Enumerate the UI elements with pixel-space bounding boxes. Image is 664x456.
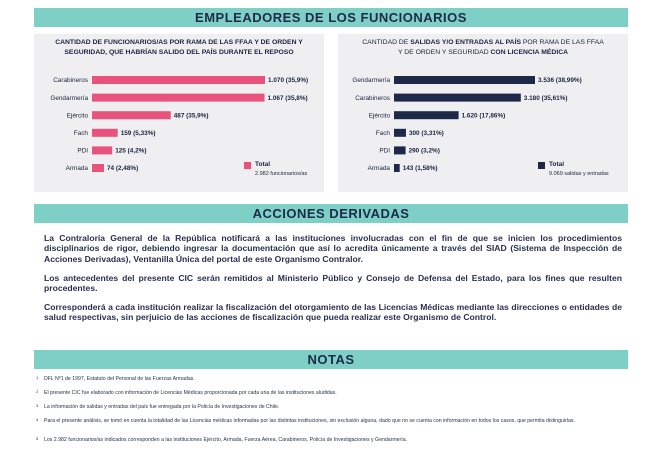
right-chart-title: CANTIDAD DE SALIDAS Y/O ENTRADAS AL PAÍS… — [344, 38, 622, 57]
bar — [394, 164, 400, 172]
value-label: 1.067 (35,8%) — [268, 95, 308, 102]
employers-section-title: EMPLEADORES DE LOS FUNCIONARIOS — [195, 10, 467, 25]
action-paragraph-2: Los antecedentes del presente CIC serán … — [44, 273, 622, 294]
value-label: 74 (2,48%) — [107, 165, 138, 172]
value-label: 3.536 (38,99%) — [538, 77, 582, 84]
category-label: PDI — [77, 148, 88, 155]
category-label: Armada — [66, 165, 89, 172]
left-title-line2b: QUE HABRÍAN SALIDO DEL PAÍS DURANTE EL R… — [108, 48, 294, 56]
footnote-number: 4 — [36, 417, 39, 422]
value-label: 3.180 (35,61%) — [524, 95, 568, 102]
category-label: Carabineros — [355, 95, 390, 102]
actions-section-header: ACCIONES DERIVADAS — [34, 204, 628, 223]
employers-section-header: EMPLEADORES DE LOS FUNCIONARIOS — [34, 8, 628, 27]
value-label: 159 (5,33%) — [121, 130, 156, 137]
category-label: PDI — [379, 148, 390, 155]
value-label: 290 (3,2%) — [409, 148, 440, 155]
category-label: Ejército — [67, 112, 89, 119]
action-paragraph-1: La Contraloría General de la República n… — [44, 233, 622, 264]
right-title-line1b: SALIDAS Y/O ENTRADAS AL PAÍS — [410, 39, 522, 46]
right-chart-panel: CANTIDAD DE SALIDAS Y/O ENTRADAS AL PAÍS… — [338, 34, 628, 192]
right-legend-label: Total — [549, 161, 565, 168]
bar — [92, 76, 265, 84]
category-label: Fach — [376, 130, 391, 137]
right-title-line1a: CANTIDAD DE — [362, 39, 411, 46]
value-label: 143 (1,58%) — [403, 165, 438, 172]
value-label: 125 (4,2%) — [115, 148, 146, 155]
bar — [92, 111, 171, 120]
left-chart-title: CANTIDAD DE FUNCIONARIOS/AS POR RAMA DE … — [40, 38, 318, 57]
footnote-number: 2 — [36, 389, 39, 394]
footnote-text: DFL Nº1 de 1997, Estatuto del Personal d… — [44, 376, 195, 382]
bar — [394, 146, 406, 155]
footnote-number: 3 — [36, 403, 39, 408]
bar — [394, 76, 535, 84]
right-legend-sub: 9.069 salidas y entradas — [549, 171, 609, 177]
notes-section-header: NOTAS — [34, 350, 628, 369]
right-title-line2b: CON LICENCIA MÉDICA — [490, 48, 569, 56]
footnote-4: 4 Para el presente análisis, se tomó en c… — [36, 417, 626, 424]
footnote-number: 5 — [36, 436, 39, 441]
left-title-line2a: SEGURIDAD, — [64, 48, 109, 56]
left-legend-sub: 2.982 funcionarios/as — [255, 171, 308, 177]
bar — [92, 146, 113, 155]
left-title-line1: CANTIDAD DE FUNCIONARIOS/AS POR RAMA DE … — [55, 39, 303, 46]
value-label: 1.070 (35,9%) — [268, 77, 308, 84]
value-label: 1.620 (17,86%) — [462, 112, 506, 119]
footnote-text: Los 2.982 funcionarios/as indicados corr… — [44, 437, 408, 443]
notes-section-title: NOTAS — [307, 352, 355, 367]
footnote-1: 1 DFL Nº1 de 1997, Estatuto del Personal … — [36, 375, 626, 382]
category-label: Gendarmería — [50, 95, 88, 102]
left-chart-panel: CANTIDAD DE FUNCIONARIOS/AS POR RAMA DE … — [34, 34, 324, 192]
footnote-number: 1 — [36, 375, 39, 380]
bar — [394, 111, 459, 120]
action-paragraph-3: Corresponderá a cada institución realiza… — [44, 302, 622, 323]
left-bar-chart: Carabineros 1.070 (35,9%) Gendarmería 1.067… — [50, 76, 308, 172]
left-legend-label: Total — [255, 161, 271, 168]
value-label: 300 (3,31%) — [409, 130, 444, 137]
left-legend-swatch — [244, 162, 251, 169]
footnote-2: 2 El presente CIC fue elaborado con infor… — [36, 389, 626, 396]
bar — [394, 128, 406, 137]
category-label: Gendarmería — [352, 77, 390, 84]
footnote-3: 3 La información de salidas y entradas de… — [36, 403, 626, 410]
right-bar-chart: Gendarmería 3.536 (38,99%) Carabineros 3.18… — [352, 76, 582, 172]
footnote-5: 5 Los 2.982 funcionarios/as indicados cor… — [36, 436, 626, 443]
footnote-text: Para el presente análisis, se tomó en cu… — [44, 418, 575, 424]
value-label: 487 (35,9%) — [174, 112, 209, 119]
right-title-line1c: POR RAMA DE LAS FFAA — [521, 39, 604, 46]
footnote-text: La información de salidas y entradas del… — [44, 404, 280, 410]
actions-section-title: ACCIONES DERIVADAS — [252, 206, 410, 221]
footnote-text: El presente CIC fue elaborado con inform… — [44, 390, 337, 396]
category-label: Carabineros — [53, 77, 88, 84]
bar — [92, 164, 104, 172]
bar — [394, 93, 521, 102]
category-label: Ejército — [369, 112, 391, 119]
bar — [92, 93, 265, 102]
bar — [92, 128, 118, 137]
right-legend-swatch — [538, 162, 545, 169]
category-label: Armada — [368, 165, 391, 172]
right-title-line2a: Y DE ORDEN Y SEGURIDAD — [397, 48, 491, 56]
category-label: Fach — [74, 130, 89, 137]
